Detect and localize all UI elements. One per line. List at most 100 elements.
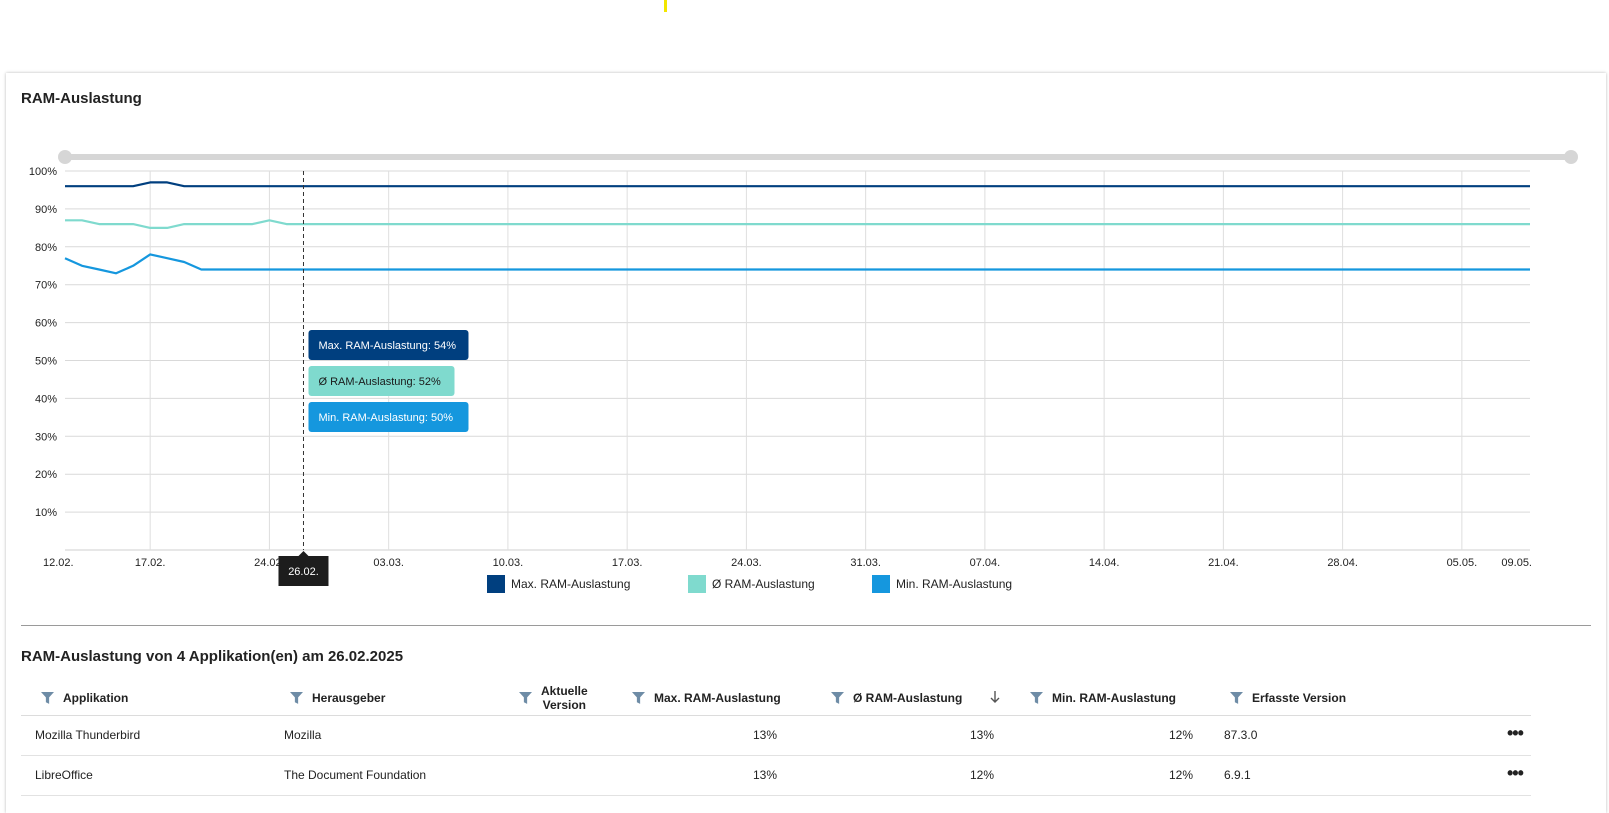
- data-point[interactable]: [285, 268, 287, 270]
- data-point[interactable]: [1478, 268, 1480, 270]
- data-point[interactable]: [1018, 185, 1020, 187]
- data-point[interactable]: [1358, 268, 1360, 270]
- data-point[interactable]: [336, 268, 338, 270]
- data-point[interactable]: [1035, 185, 1037, 187]
- data-point[interactable]: [1086, 268, 1088, 270]
- data-point[interactable]: [1018, 268, 1020, 270]
- data-point[interactable]: [1018, 223, 1020, 225]
- data-point[interactable]: [1205, 268, 1207, 270]
- data-point[interactable]: [1273, 223, 1275, 225]
- data-point[interactable]: [370, 185, 372, 187]
- data-point[interactable]: [745, 268, 747, 270]
- data-point[interactable]: [1273, 268, 1275, 270]
- data-point[interactable]: [728, 268, 730, 270]
- data-point[interactable]: [1290, 185, 1292, 187]
- data-point[interactable]: [762, 268, 764, 270]
- data-point[interactable]: [132, 223, 134, 225]
- data-point[interactable]: [643, 223, 645, 225]
- data-point[interactable]: [319, 185, 321, 187]
- data-point[interactable]: [1444, 223, 1446, 225]
- data-point[interactable]: [847, 185, 849, 187]
- data-point[interactable]: [1375, 185, 1377, 187]
- data-point[interactable]: [81, 185, 83, 187]
- data-point[interactable]: [1427, 268, 1429, 270]
- legend-label[interactable]: Min. RAM-Auslastung: [896, 577, 1012, 591]
- data-point[interactable]: [1512, 185, 1514, 187]
- data-point[interactable]: [64, 219, 66, 221]
- data-point[interactable]: [1171, 185, 1173, 187]
- data-point[interactable]: [899, 223, 901, 225]
- data-point[interactable]: [1205, 185, 1207, 187]
- data-point[interactable]: [1410, 185, 1412, 187]
- data-point[interactable]: [541, 268, 543, 270]
- data-point[interactable]: [1103, 223, 1105, 225]
- data-point[interactable]: [1393, 223, 1395, 225]
- data-point[interactable]: [439, 185, 441, 187]
- data-point[interactable]: [558, 185, 560, 187]
- data-point[interactable]: [353, 223, 355, 225]
- data-point[interactable]: [422, 185, 424, 187]
- data-point[interactable]: [1171, 223, 1173, 225]
- data-point[interactable]: [1137, 223, 1139, 225]
- data-point[interactable]: [1529, 268, 1531, 270]
- data-point[interactable]: [626, 185, 628, 187]
- data-point[interactable]: [268, 268, 270, 270]
- data-point[interactable]: [1137, 185, 1139, 187]
- data-point[interactable]: [490, 223, 492, 225]
- data-point[interactable]: [1086, 185, 1088, 187]
- data-point[interactable]: [404, 268, 406, 270]
- column-header-captured-version[interactable]: Erfasste Version: [1230, 681, 1346, 715]
- data-point[interactable]: [166, 257, 168, 259]
- legend-label[interactable]: Ø RAM-Auslastung: [712, 577, 815, 591]
- data-point[interactable]: [115, 185, 117, 187]
- data-point[interactable]: [1222, 268, 1224, 270]
- data-point[interactable]: [1171, 268, 1173, 270]
- row-more-button[interactable]: •••: [1507, 723, 1524, 743]
- data-point[interactable]: [830, 223, 832, 225]
- data-point[interactable]: [132, 185, 134, 187]
- data-point[interactable]: [592, 223, 594, 225]
- data-point[interactable]: [1069, 185, 1071, 187]
- data-point[interactable]: [1120, 185, 1122, 187]
- data-point[interactable]: [336, 185, 338, 187]
- data-point[interactable]: [660, 268, 662, 270]
- data-point[interactable]: [1375, 268, 1377, 270]
- data-point[interactable]: [1239, 268, 1241, 270]
- data-point[interactable]: [1154, 268, 1156, 270]
- data-point[interactable]: [575, 185, 577, 187]
- table-row[interactable]: LibreOffice The Document Foundation 13% …: [21, 756, 1531, 796]
- data-point[interactable]: [745, 223, 747, 225]
- data-point[interactable]: [711, 268, 713, 270]
- data-point[interactable]: [916, 185, 918, 187]
- data-point[interactable]: [626, 223, 628, 225]
- data-point[interactable]: [728, 185, 730, 187]
- data-point[interactable]: [1307, 268, 1309, 270]
- legend-swatch[interactable]: [872, 575, 890, 593]
- data-point[interactable]: [779, 185, 781, 187]
- data-point[interactable]: [149, 227, 151, 229]
- data-point[interactable]: [115, 272, 117, 274]
- data-point[interactable]: [694, 223, 696, 225]
- data-point[interactable]: [1154, 223, 1156, 225]
- data-point[interactable]: [984, 223, 986, 225]
- data-point[interactable]: [132, 265, 134, 267]
- data-point[interactable]: [1188, 223, 1190, 225]
- column-header-min[interactable]: Min. RAM-Auslastung: [1030, 681, 1176, 715]
- data-point[interactable]: [473, 223, 475, 225]
- data-point[interactable]: [1324, 223, 1326, 225]
- data-point[interactable]: [711, 185, 713, 187]
- data-point[interactable]: [1478, 185, 1480, 187]
- data-point[interactable]: [1410, 268, 1412, 270]
- data-point[interactable]: [473, 185, 475, 187]
- column-header-current-version[interactable]: Aktuelle Version: [519, 681, 588, 715]
- data-point[interactable]: [1069, 268, 1071, 270]
- filter-icon[interactable]: [632, 691, 645, 705]
- data-point[interactable]: [881, 185, 883, 187]
- data-point[interactable]: [933, 185, 935, 187]
- data-point[interactable]: [422, 268, 424, 270]
- data-point[interactable]: [1222, 185, 1224, 187]
- data-point[interactable]: [916, 268, 918, 270]
- data-point[interactable]: [1273, 185, 1275, 187]
- data-point[interactable]: [1427, 223, 1429, 225]
- date-range-slider[interactable]: [58, 150, 1578, 164]
